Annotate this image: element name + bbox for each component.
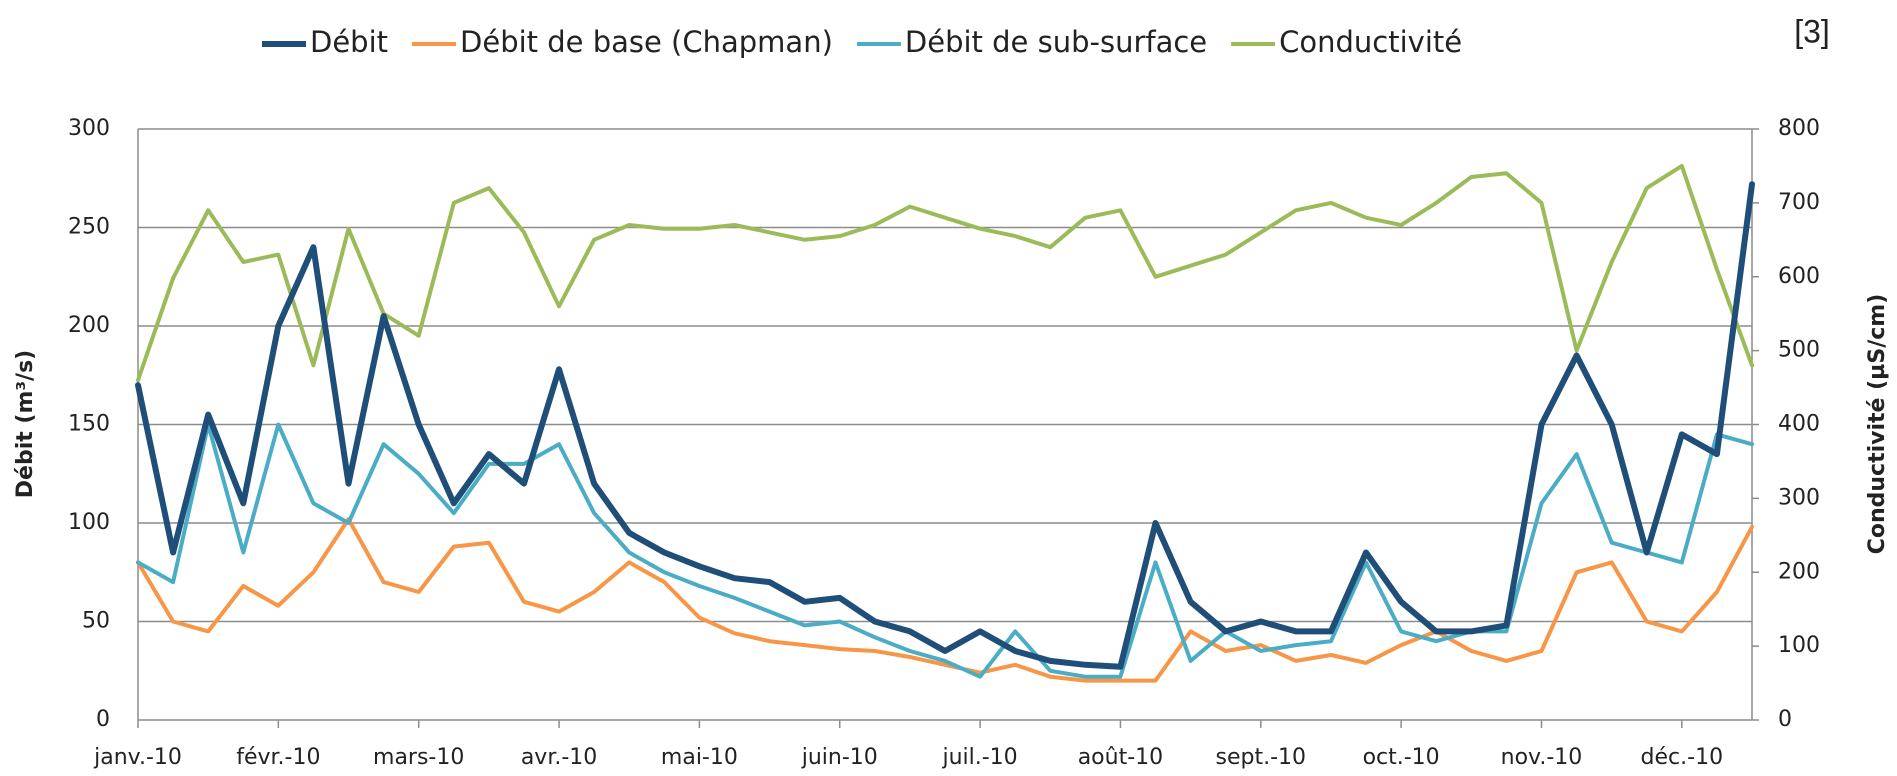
x-tick-label: juil.-10	[941, 745, 1017, 770]
x-tick-label: juin-10	[801, 745, 878, 770]
y-tick-label: 0	[96, 707, 110, 732]
y2-tick-label: 0	[1778, 707, 1792, 732]
y2-tick-label: 800	[1778, 116, 1820, 141]
y2-tick-label: 500	[1778, 338, 1820, 363]
y-tick-label: 300	[68, 116, 110, 141]
y-tick-label: 250	[68, 215, 110, 240]
series-line	[136, 422, 1754, 679]
series-line	[136, 163, 1754, 383]
y2-axis-title: Conductivité (µS/cm)	[1865, 294, 1890, 555]
y-tick-label: 100	[68, 510, 110, 535]
x-tick-label: août-10	[1078, 745, 1163, 770]
legend-label: Débit	[310, 25, 388, 59]
y2-tick-label: 200	[1778, 559, 1820, 584]
y2-tick-label: 300	[1778, 485, 1820, 510]
x-tick-label: mai-10	[661, 745, 738, 770]
x-tick-label: oct.-10	[1363, 745, 1440, 770]
x-tick-label: févr.-10	[236, 745, 320, 770]
y2-tick-label: 600	[1778, 264, 1820, 289]
legend-label: Conductivité	[1279, 25, 1462, 59]
x-tick-label: avr.-10	[521, 745, 597, 770]
y2-tick-label: 400	[1778, 412, 1820, 437]
legend-label: Débit de sub-surface	[905, 25, 1207, 59]
x-tick-label: déc.-10	[1641, 745, 1724, 770]
y-tick-label: 150	[68, 412, 110, 437]
x-tick-label: nov.-10	[1501, 745, 1583, 770]
series-line	[135, 181, 1755, 670]
annotation: [3]	[1794, 13, 1830, 49]
y-tick-label: 200	[68, 313, 110, 338]
y-tick-label: 50	[82, 609, 110, 634]
y-axis-title: Débit (m³/s)	[13, 350, 38, 498]
y2-tick-label: 100	[1778, 633, 1820, 658]
x-tick-label: janv.-10	[93, 745, 182, 770]
legend-label: Débit de base (Chapman)	[460, 25, 833, 59]
y2-tick-label: 700	[1778, 190, 1820, 215]
series-line	[136, 517, 1754, 683]
x-tick-label: sept.-10	[1216, 745, 1307, 770]
x-tick-label: mars-10	[373, 745, 464, 770]
